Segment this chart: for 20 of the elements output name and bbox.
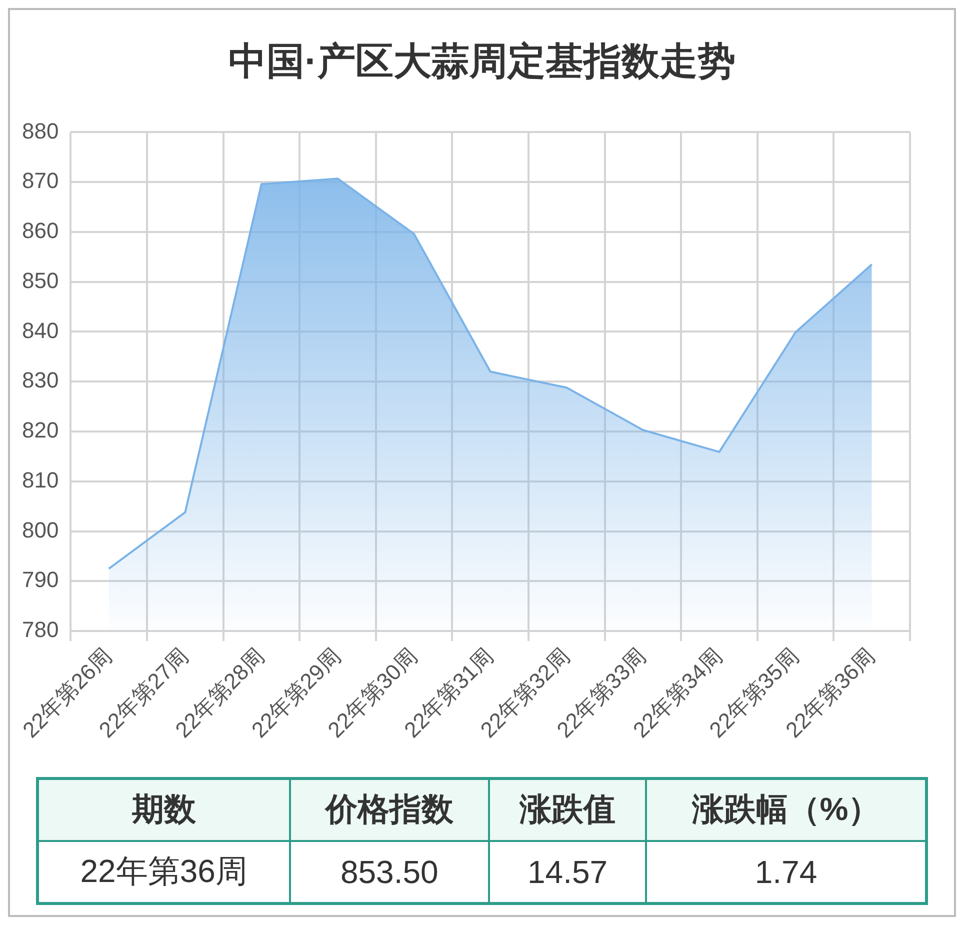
text: 14.57 <box>528 854 608 890</box>
text: 1.74 <box>754 854 818 890</box>
y-tick-label: 780 <box>22 617 59 642</box>
y-tick-label: 850 <box>22 268 59 293</box>
y-tick-label: 870 <box>22 168 59 194</box>
y-tick-label: 860 <box>22 218 59 244</box>
y-tick-label: 790 <box>22 567 59 592</box>
category-label: 涨跌值 <box>489 778 646 841</box>
y-tick-label: 810 <box>22 467 59 492</box>
category-label: 价格指数 <box>290 778 490 841</box>
text: 853.50 <box>340 854 438 890</box>
y-tick-label: 800 <box>22 517 59 542</box>
y-tick-label: 830 <box>22 368 59 393</box>
text: 22年第36周 <box>80 853 248 889</box>
chart-title: 中国·产区大蒜周定基指数走势 <box>228 40 736 85</box>
y-tick-label: 880 <box>22 118 59 144</box>
y-tick-label: 840 <box>22 318 59 343</box>
y-tick-label: 820 <box>22 418 59 443</box>
category-label: 涨跌幅（%） <box>646 778 926 841</box>
category-label: 期数 <box>38 778 290 841</box>
